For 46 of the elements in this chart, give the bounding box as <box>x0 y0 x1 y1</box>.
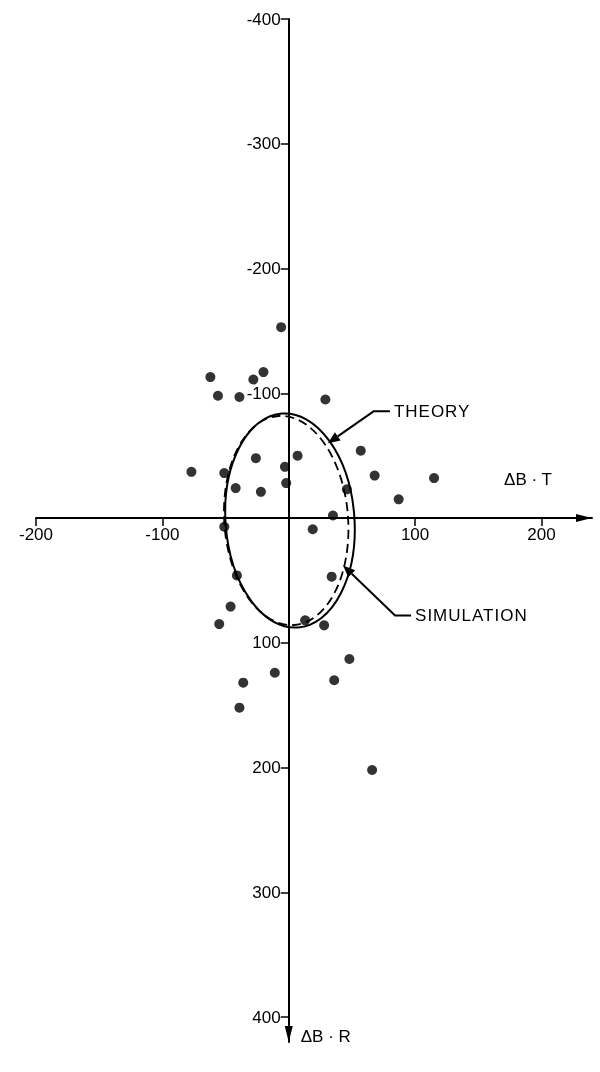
point <box>320 394 331 405</box>
point <box>393 494 404 505</box>
point <box>276 322 287 333</box>
point <box>255 486 266 497</box>
y-tick-label: 200 <box>252 758 281 778</box>
point <box>219 468 230 479</box>
point <box>269 667 280 678</box>
y-tick-label: 300 <box>252 882 281 902</box>
point <box>234 392 245 403</box>
x-tick-label: 200 <box>527 525 556 545</box>
point <box>250 453 261 464</box>
point <box>327 510 338 521</box>
annotation: THEORY <box>393 401 471 421</box>
point <box>258 367 269 378</box>
point <box>367 765 378 776</box>
point <box>214 619 225 630</box>
point <box>230 483 241 494</box>
x-tick-label: 100 <box>400 525 430 545</box>
point <box>238 677 249 688</box>
y-tick-label: 100 <box>252 633 281 653</box>
point <box>186 466 197 477</box>
point <box>429 473 440 484</box>
y-tick-label: -300 <box>246 134 281 154</box>
x-tick-label: -200 <box>18 525 54 545</box>
point <box>344 654 355 664</box>
point <box>225 601 236 612</box>
point <box>369 470 380 481</box>
point <box>248 374 259 385</box>
point <box>329 675 340 686</box>
x-axis-title: ΔB · T <box>504 470 552 490</box>
y-axis-title: ΔB · R <box>300 1026 351 1046</box>
point <box>281 478 292 489</box>
point <box>292 450 303 461</box>
point <box>307 524 318 535</box>
point <box>326 571 337 582</box>
point <box>319 620 330 631</box>
y-tick-label: 400 <box>252 1007 281 1027</box>
y-tick-label: -400 <box>246 9 281 29</box>
x-tick-label: -100 <box>145 525 180 545</box>
point <box>212 390 223 401</box>
y-tick-label: -200 <box>246 259 281 279</box>
point <box>234 702 245 713</box>
point <box>205 372 216 383</box>
annotation: SIMULATION <box>415 605 528 625</box>
y-tick-label: -100 <box>246 383 281 403</box>
point <box>355 445 366 456</box>
